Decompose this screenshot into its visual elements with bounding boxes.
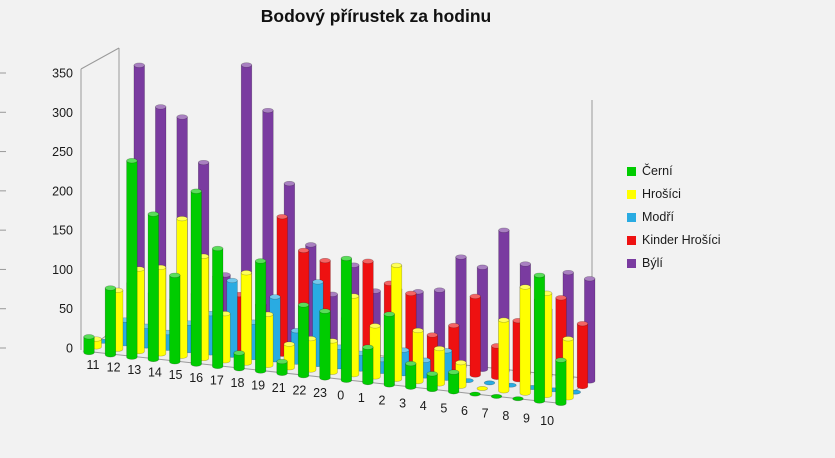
bar-Černí-9	[533, 272, 546, 404]
legend-label: Černí	[642, 164, 673, 178]
x-axis-tick-label: 0	[337, 389, 344, 403]
legend-swatch-icon	[627, 189, 636, 199]
bar-Černí-5	[448, 369, 460, 395]
x-axis-tick-label: 13	[127, 363, 141, 377]
x-axis-tick-label: 23	[313, 386, 327, 400]
y-axis-tick-label: 0	[66, 342, 73, 356]
bar-Černí-1	[362, 344, 374, 386]
bar-Černí-12	[104, 285, 117, 358]
y-axis-tick-label: 150	[52, 224, 73, 238]
bar-Hrošíci-7	[498, 317, 510, 394]
x-axis-tick-label: 4	[420, 399, 427, 413]
x-axis-tick-label: 6	[461, 404, 468, 418]
legend-swatch-icon	[627, 212, 636, 222]
bar-Hrošíci-8	[519, 284, 531, 396]
y-axis-tick-label: 300	[52, 106, 73, 120]
bar-Černí-0	[340, 255, 353, 383]
legend-item-kinder-hrosici: Kinder Hrošíci	[627, 233, 721, 247]
legend-item-modri: Modří	[627, 210, 721, 224]
x-axis-tick-label: 22	[292, 384, 306, 398]
x-axis-tick-label: 14	[148, 366, 162, 380]
x-axis-tick-label: 16	[189, 371, 203, 385]
x-axis-tick-label: 17	[210, 373, 224, 387]
bar-Černí-23	[319, 308, 331, 381]
bar-Černí-17	[212, 245, 224, 369]
x-axis-tick-label: 3	[399, 396, 406, 410]
x-axis-tick-label: 7	[482, 406, 489, 420]
chart-legend: Černí Hrošíci Modří Kinder Hrošíci Býlí	[627, 164, 721, 270]
bar-Černí-7	[490, 394, 503, 399]
bar-Černí-10	[555, 357, 567, 406]
bar-Černí-18	[233, 350, 245, 372]
legend-item-cerni: Černí	[627, 164, 721, 178]
bar-Černí-3	[405, 360, 417, 390]
legend-item-hrosici: Hrošíci	[627, 187, 721, 201]
y-axis-tick-label: 100	[52, 263, 73, 277]
y-axis-tick-label: 350	[52, 67, 73, 81]
x-axis-tick-label: 11	[87, 358, 100, 372]
bar-Černí-11	[83, 334, 95, 356]
x-axis-tick-label: 9	[523, 412, 530, 426]
y-axis-tick-label: 250	[52, 145, 73, 159]
bar-Kinder Hrošíci-10	[576, 321, 589, 390]
x-axis-tick-label: 18	[231, 376, 245, 390]
legend-swatch-icon	[627, 166, 636, 176]
x-axis-tick-label: 5	[440, 401, 447, 415]
legend-item-byli: Býlí	[627, 256, 721, 270]
x-axis-tick-label: 21	[272, 381, 286, 395]
bar-Černí-13	[126, 158, 138, 360]
legend-label: Modří	[642, 210, 674, 224]
legend-label: Kinder Hrošíci	[642, 233, 721, 247]
chart-wall-edge	[80, 47, 120, 70]
legend-label: Býlí	[642, 256, 663, 270]
x-axis-tick-label: 12	[107, 361, 121, 375]
bar-Hrošíci-6	[476, 386, 488, 391]
bar-Černí-16	[190, 188, 202, 367]
x-axis-tick-label: 1	[358, 391, 365, 405]
x-axis-tick-label: 10	[540, 414, 554, 428]
bar-Černí-14	[147, 211, 159, 362]
legend-swatch-icon	[627, 258, 636, 268]
bar-Černí-22	[297, 302, 310, 379]
bar-Černí-15	[169, 272, 181, 365]
bar-Černí-4	[426, 371, 438, 393]
bar-Černí-2	[383, 311, 395, 388]
x-axis-tick-label: 8	[502, 409, 509, 423]
x-axis-tick-label: 15	[169, 368, 183, 382]
bar-Černí-6	[469, 391, 481, 397]
bar-Černí-19	[255, 258, 267, 374]
legend-label: Hrošíci	[642, 187, 681, 201]
bar-Modří-6	[483, 380, 496, 386]
y-axis-tick-label: 200	[52, 184, 73, 198]
y-axis-tick-label: 50	[59, 302, 73, 316]
x-axis-tick-label: 2	[378, 394, 385, 408]
bar-Kinder Hrošíci-5	[469, 293, 481, 378]
x-axis-tick-label: 19	[251, 378, 265, 392]
chart-title: Bodový přírustek za hodinu	[260, 6, 492, 26]
legend-swatch-icon	[627, 235, 636, 245]
bar-Černí-8	[512, 396, 524, 402]
bar-Černí-21	[276, 358, 288, 376]
